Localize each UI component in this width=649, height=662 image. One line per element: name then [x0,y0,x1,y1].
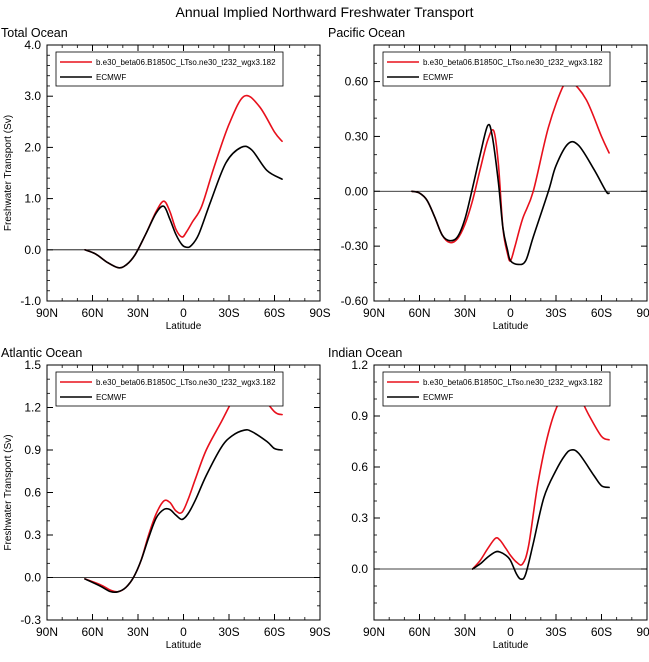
indian-ocean-x-tick-label: 30S [545,625,566,639]
pacific-ocean-x-tick-label: 60S [591,306,612,320]
atlantic-ocean-series-model-line [84,384,283,593]
atlantic-ocean-y-axis-label: Freshwater Transport (Sv) [3,434,14,550]
total-ocean-y-tick-label: 3.0 [24,89,41,103]
pacific-ocean-y-tick-label: -0.60 [341,294,369,308]
total-ocean-legend-label: b.e30_beta06.B1850C_LTso.ne30_t232_wgx3.… [96,58,276,67]
pacific-ocean-legend-box [382,51,611,87]
pacific-ocean-series-ecmwf-line [411,123,610,266]
indian-ocean-legend-label: ECMWF [423,393,453,402]
pacific-ocean-x-tick-label: 90S [636,306,649,320]
indian-ocean-y-tick-label: 0.0 [351,562,368,576]
pacific-ocean-y-tick-label: -0.30 [341,239,369,253]
atlantic-ocean-title: Atlantic Ocean [1,346,82,360]
figure-title: Annual Implied Northward Freshwater Tran… [175,4,473,20]
total-ocean-x-tick-label: 30S [218,306,239,320]
total-ocean-series-ecmwf-line [84,145,283,269]
indian-ocean-legend: b.e30_beta06.B1850C_LTso.ne30_t232_wgx3.… [382,371,611,407]
indian-ocean-y-tick-label: 0.6 [351,460,368,474]
atlantic-ocean-legend-label: ECMWF [96,393,126,402]
indian-ocean-y-tick-label: 1.2 [351,358,368,372]
total-ocean-legend: b.e30_beta06.B1850C_LTso.ne30_t232_wgx3.… [55,51,284,87]
indian-ocean-title: Indian Ocean [328,346,402,360]
atlantic-ocean-legend-label: b.e30_beta06.B1850C_LTso.ne30_t232_wgx3.… [96,378,276,387]
indian-ocean-series-ecmwf-line [471,449,610,581]
pacific-ocean-legend: b.e30_beta06.B1850C_LTso.ne30_t232_wgx3.… [382,51,611,87]
indian-ocean-x-tick-label: 90N [363,625,385,639]
atlantic-ocean-y-tick-label: 0.9 [24,443,41,457]
indian-ocean-x-tick-label: 90S [636,625,649,639]
pacific-ocean-x-axis-label: Latitude [493,321,529,332]
total-ocean-x-axis-label: Latitude [166,321,202,332]
atlantic-ocean-x-axis-label: Latitude [166,640,202,651]
total-ocean-y-tick-label: -1.0 [20,294,41,308]
atlantic-ocean-y-tick-label: -0.3 [20,613,41,627]
total-ocean-y-tick-label: 4.0 [24,38,41,52]
pacific-ocean-chart: Pacific Ocean 90N 60N 30N 0 30S 60S 90S -0.60 -0.… [328,26,649,332]
total-ocean-legend-box [55,51,284,87]
indian-ocean-chart: Indian Ocean 90N 60N 30N 0 30S 60S 90S 0.0 0.3 0.6… [328,346,649,651]
total-ocean-x-tick-label: 60N [81,306,103,320]
pacific-ocean-legend-label: b.e30_beta06.B1850C_LTso.ne30_t232_wgx3.… [423,58,603,67]
atlantic-ocean-x-tick-label: 60N [81,625,103,639]
atlantic-ocean-x-tick-label: 60S [264,625,285,639]
total-ocean-x-tick-label: 90S [309,306,330,320]
indian-ocean-x-axis-label: Latitude [493,640,529,651]
atlantic-ocean-x-tick-label: 30N [127,625,149,639]
total-ocean-title: Total Ocean [1,26,68,40]
pacific-ocean-x-tick-label: 0 [507,306,514,320]
total-ocean-y-tick-label: 2.0 [24,140,41,154]
pacific-ocean-x-tick-label: 30N [454,306,476,320]
indian-ocean-legend-box [382,371,611,407]
total-ocean-x-tick-label: 30N [127,306,149,320]
atlantic-ocean-chart: Atlantic Ocean 90N 60N 30N 0 30S 60S 90S -0.3 0.0… [1,346,331,651]
atlantic-ocean-legend: b.e30_beta06.B1850C_LTso.ne30_t232_wgx3.… [55,371,284,407]
atlantic-ocean-x-tick-label: 90N [36,625,58,639]
total-ocean-x-tick-label: 90N [36,306,58,320]
indian-ocean-series-model-line [471,389,610,570]
total-ocean-y-axis-label: Freshwater Transport (Sv) [3,115,14,231]
total-ocean-legend-label: ECMWF [96,73,126,82]
atlantic-ocean-x-tick-label: 30S [218,625,239,639]
total-ocean-x-tick-label: 60S [264,306,285,320]
indian-ocean-x-tick-label: 0 [507,625,514,639]
pacific-ocean-y-tick-label: 0.00 [345,184,369,198]
indian-ocean-x-tick-label: 30N [454,625,476,639]
atlantic-ocean-y-tick-label: 1.2 [24,401,41,415]
indian-ocean-x-tick-label: 60S [591,625,612,639]
indian-ocean-x-tick-label: 60N [408,625,430,639]
total-ocean-y-tick-label: 0.0 [24,243,41,257]
pacific-ocean-x-tick-label: 60N [408,306,430,320]
pacific-ocean-x-tick-label: 90N [363,306,385,320]
indian-ocean-y-tick-label: 0.9 [351,409,368,423]
indian-ocean-y-tick-label: 0.3 [351,511,368,525]
atlantic-ocean-legend-box [55,371,284,407]
pacific-ocean-y-tick-label: 0.30 [345,129,369,143]
pacific-ocean-title: Pacific Ocean [328,26,405,40]
atlantic-ocean-series-ecmwf-line [84,429,283,594]
atlantic-ocean-y-tick-label: 1.5 [24,358,41,372]
pacific-ocean-legend-label: ECMWF [423,73,453,82]
atlantic-ocean-x-tick-label: 0 [180,625,187,639]
atlantic-ocean-y-tick-label: 0.3 [24,528,41,542]
pacific-ocean-x-tick-label: 30S [545,306,566,320]
total-ocean-series-model-line [84,94,283,269]
atlantic-ocean-y-tick-label: 0.6 [24,486,41,500]
total-ocean-chart: Total Ocean 90N 60N 30N 0 30S 60S 90S -1.0 0.0 1.0… [1,26,331,332]
indian-ocean-legend-label: b.e30_beta06.B1850C_LTso.ne30_t232_wgx3.… [423,378,603,387]
total-ocean-x-tick-label: 0 [180,306,187,320]
pacific-ocean-y-tick-label: 0.60 [345,75,369,89]
atlantic-ocean-x-tick-label: 90S [309,625,330,639]
atlantic-ocean-y-tick-label: 0.0 [24,571,41,585]
total-ocean-y-tick-label: 1.0 [24,192,41,206]
